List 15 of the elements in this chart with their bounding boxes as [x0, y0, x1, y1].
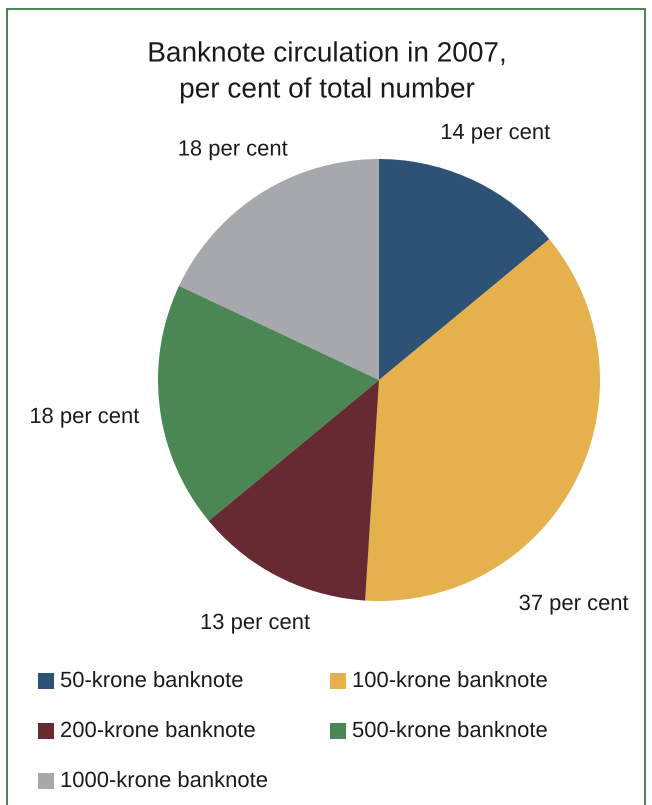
- legend-label: 1000-krone banknote: [60, 766, 268, 792]
- data-label: 18 per cent: [29, 403, 140, 428]
- legend-label: 500-krone banknote: [352, 716, 548, 742]
- data-label: 18 per cent: [178, 135, 288, 160]
- pie-slice: [179, 159, 379, 380]
- chart-title: Banknote circulation in 2007, per cent of total number: [147, 36, 507, 104]
- pie-slice: [158, 286, 379, 521]
- data-label: 37 per cent: [518, 590, 629, 616]
- legend-label: 50-krone banknote: [60, 666, 244, 692]
- data-label: 13 per cent: [200, 609, 310, 634]
- legend-label: 200-krone banknote: [60, 716, 256, 742]
- legend-label: 100-krone banknote: [352, 666, 548, 692]
- pie-slice: [208, 380, 379, 601]
- data-label: 14 per cent: [440, 118, 550, 144]
- pie-slice: [379, 159, 550, 380]
